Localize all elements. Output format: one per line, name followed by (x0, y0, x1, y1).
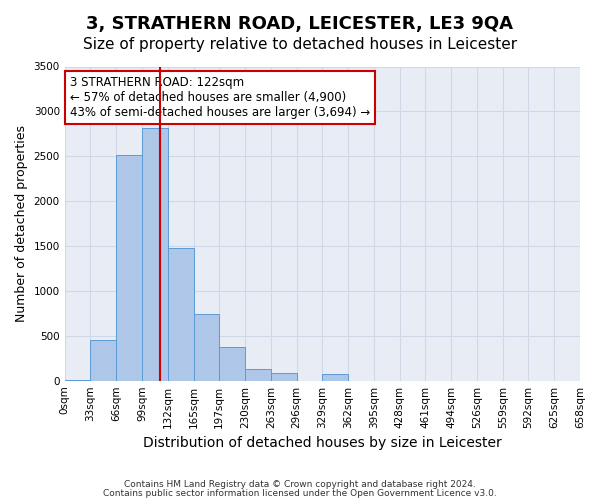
Bar (116, 156, 142, 380)
Text: Size of property relative to detached houses in Leicester: Size of property relative to detached ho… (83, 38, 517, 52)
Bar (193, 314, 219, 380)
Bar (91, 340, 116, 380)
Bar (168, 248, 193, 380)
Text: Contains HM Land Registry data © Crown copyright and database right 2024.: Contains HM Land Registry data © Crown c… (124, 480, 476, 489)
Text: 3 STRATHERN ROAD: 122sqm
← 57% of detached houses are smaller (4,900)
43% of sem: 3 STRATHERN ROAD: 122sqm ← 57% of detach… (70, 76, 370, 119)
X-axis label: Distribution of detached houses by size in Leicester: Distribution of detached houses by size … (143, 436, 502, 450)
Bar (142, 128, 168, 380)
Bar (322, 374, 348, 380)
Bar (245, 369, 271, 380)
Bar (271, 374, 296, 380)
Text: 3, STRATHERN ROAD, LEICESTER, LE3 9QA: 3, STRATHERN ROAD, LEICESTER, LE3 9QA (86, 15, 514, 33)
Y-axis label: Number of detached properties: Number of detached properties (15, 125, 28, 322)
Bar (219, 346, 245, 380)
Text: Contains public sector information licensed under the Open Government Licence v3: Contains public sector information licen… (103, 490, 497, 498)
